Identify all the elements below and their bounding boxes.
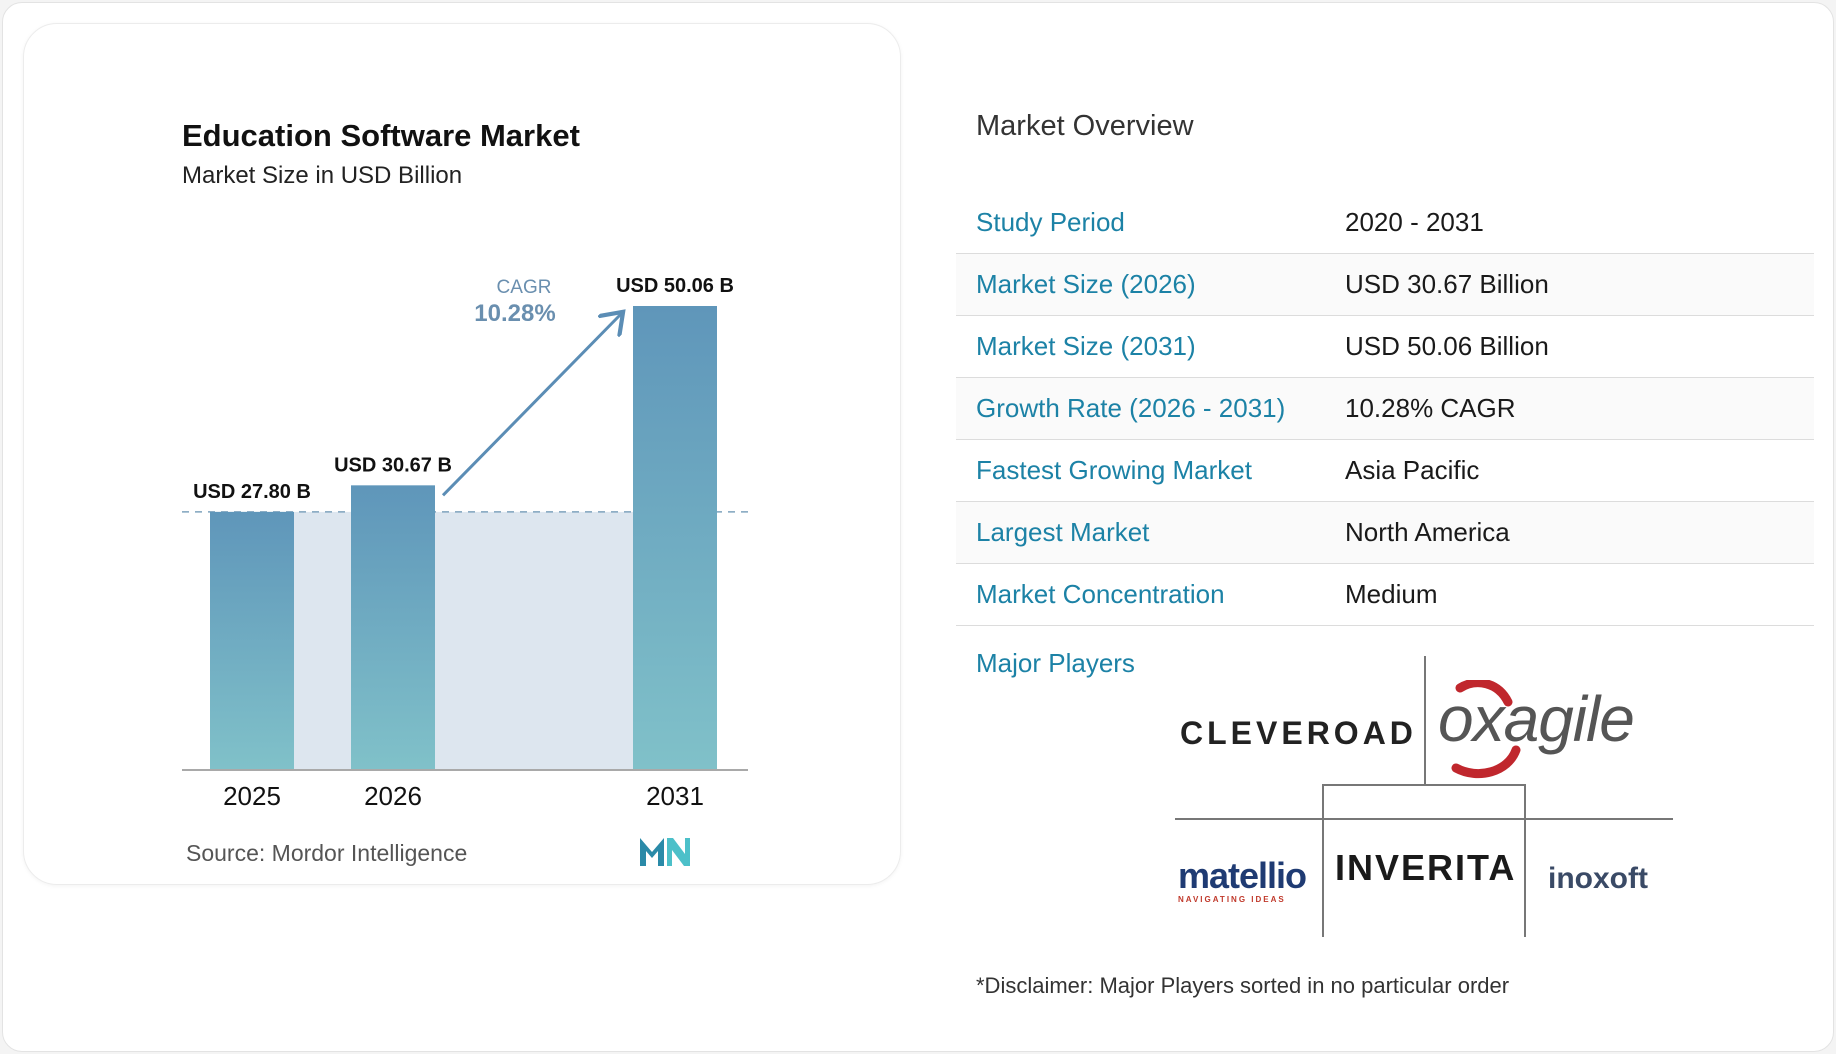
- row-value: North America: [1345, 501, 1814, 564]
- logo-grid-divider: [1524, 784, 1526, 937]
- oxagile-wordmark: oxagile: [1438, 683, 1635, 755]
- inoxoft-logo: inoxoft: [1548, 862, 1648, 895]
- source-name: Mordor Intelligence: [271, 840, 468, 866]
- matellio-logo: matellio NAVIGATING IDEAS: [1178, 855, 1320, 904]
- table-row: Growth Rate (2026 - 2031) 10.28% CAGR: [956, 377, 1814, 440]
- bar-chart: USD 27.80 B USD 30.67 B USD 50.06 B 2025 202…: [182, 275, 752, 811]
- data-label-2031: USD 50.06 B: [616, 275, 734, 297]
- row-value: USD 50.06 Billion: [1345, 315, 1814, 378]
- row-value: 2020 - 2031: [1345, 192, 1814, 254]
- chart-source: Source: Mordor Intelligence: [186, 840, 467, 867]
- bar-2025: [210, 511, 294, 769]
- cagr-label: CAGR: [497, 277, 552, 298]
- row-key: Study Period: [956, 192, 1345, 254]
- matellio-wordmark: matellio: [1178, 855, 1307, 896]
- row-key: Market Size (2026): [956, 253, 1345, 316]
- table-row: Market Size (2026) USD 30.67 Billion: [956, 253, 1814, 316]
- table-row: Study Period 2020 - 2031: [956, 192, 1814, 254]
- row-key: Market Concentration: [956, 563, 1345, 626]
- row-value: USD 30.67 Billion: [1345, 253, 1814, 316]
- table-row: Largest Market North America: [956, 501, 1814, 564]
- logo-grid-divider: [1322, 784, 1526, 786]
- disclaimer: *Disclaimer: Major Players sorted in no …: [976, 973, 1510, 998]
- data-label-2025: USD 27.80 B: [193, 481, 311, 503]
- major-players-label: Major Players: [976, 648, 1135, 678]
- chart-title: Education Software Market: [182, 118, 580, 153]
- row-value: Asia Pacific: [1345, 439, 1814, 502]
- logo-grid-divider: [1175, 818, 1673, 820]
- overview-table: Study Period 2020 - 2031 Market Size (20…: [956, 192, 1814, 626]
- overview-title: Market Overview: [976, 110, 1194, 142]
- row-key: Largest Market: [956, 501, 1345, 564]
- row-key: Fastest Growing Market: [956, 439, 1345, 502]
- row-value: Medium: [1345, 563, 1814, 626]
- logo-grid-divider: [1322, 784, 1324, 937]
- x-tick-label-2025: 2025: [223, 781, 281, 811]
- matellio-tagline: NAVIGATING IDEAS: [1178, 895, 1286, 904]
- oxagile-logo: oxagile: [1438, 680, 1668, 780]
- source-prefix: Source:: [186, 840, 266, 866]
- row-key: Market Size (2031): [956, 315, 1345, 378]
- bar-2031: [633, 306, 717, 769]
- row-key: Growth Rate (2026 - 2031): [956, 377, 1345, 440]
- cagr-arrow: [441, 314, 621, 497]
- bar-2026: [351, 485, 435, 769]
- table-row: Market Size (2031) USD 50.06 Billion: [956, 315, 1814, 378]
- row-value: 10.28% CAGR: [1345, 377, 1814, 440]
- mordor-intelligence-logo: [640, 838, 690, 866]
- cleveroad-logo: CLEVEROAD: [1180, 715, 1417, 751]
- data-label-2026: USD 30.67 B: [334, 454, 452, 476]
- inverita-logo: INVERITA: [1335, 847, 1517, 888]
- oxagile-swoosh-icon: [1451, 680, 1521, 779]
- table-row: Market Concentration Medium: [956, 563, 1814, 626]
- cagr-value: 10.28%: [474, 300, 555, 327]
- chart-subtitle: Market Size in USD Billion: [182, 162, 463, 189]
- x-tick-label-2031: 2031: [646, 781, 704, 811]
- logo-grid-divider: [1424, 656, 1426, 784]
- x-tick-label-2026: 2026: [364, 781, 422, 811]
- table-row: Fastest Growing Market Asia Pacific: [956, 439, 1814, 502]
